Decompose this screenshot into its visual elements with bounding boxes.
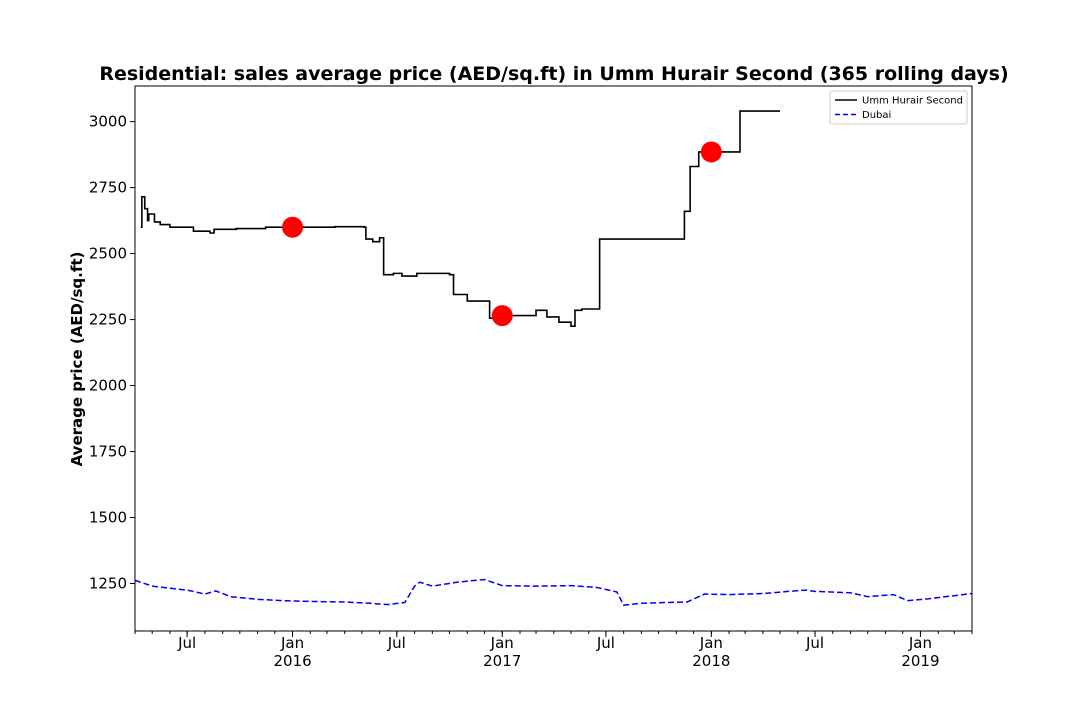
y-axis: 1250 1500 1750 2000 2250 2500 2750 3000: [89, 113, 135, 592]
x-tick-label: Jul: [387, 634, 406, 652]
plot-area: [134, 110, 973, 606]
y-tick-label: 1750: [89, 443, 127, 461]
x-tick-label: Jul: [596, 634, 615, 652]
series-line-dubai: [134, 578, 973, 606]
x-tick-label: Jan: [908, 634, 932, 652]
x-tick-label: Jan: [490, 634, 514, 652]
x-tick-year-label: 2019: [901, 652, 939, 670]
legend-label: Dubai: [862, 110, 891, 121]
x-tick-year-label: 2018: [692, 652, 730, 670]
marker-point-1: [491, 305, 513, 327]
x-tick-label: Jan: [280, 634, 304, 652]
y-tick-label: 2500: [89, 245, 127, 263]
legend-label: Umm Hurair Second: [862, 96, 963, 107]
legend: Umm Hurair Second Dubai: [829, 90, 968, 125]
plot-frame: [134, 85, 973, 632]
x-tick-year-label: 2017: [483, 652, 521, 670]
legend-box: [829, 90, 968, 125]
y-tick-label: 2000: [89, 377, 127, 395]
y-tick-label: 2750: [89, 179, 127, 197]
x-tick-year-label: 2016: [273, 652, 311, 670]
marker-point-2: [700, 141, 722, 163]
y-axis-label: Average price (AED/sq.ft): [68, 252, 86, 467]
y-tick-label: 3000: [89, 113, 127, 131]
series-line-umm-hurair-second: [140, 110, 781, 327]
x-tick-label: Jul: [805, 634, 824, 652]
y-tick-label: 1250: [89, 574, 127, 592]
y-tick-label: 2250: [89, 311, 127, 329]
chart-title: Residential: sales average price (AED/sq…: [99, 63, 1008, 85]
x-tick-label: Jan: [699, 634, 723, 652]
marker-point-0: [282, 216, 304, 238]
x-tick-label: Jul: [177, 634, 196, 652]
y-tick-label: 1500: [89, 509, 127, 527]
